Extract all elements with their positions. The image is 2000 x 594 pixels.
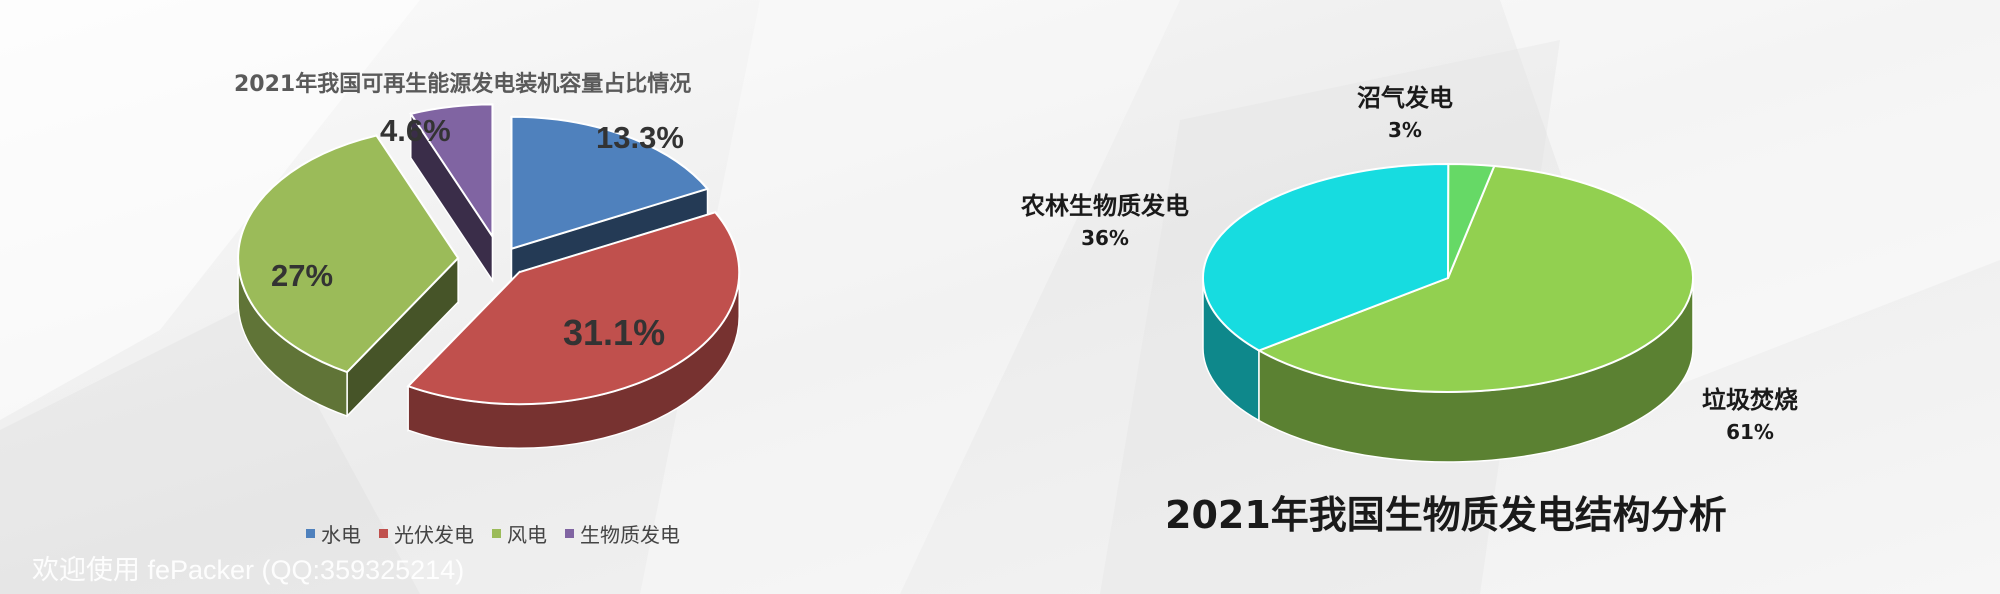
data-label-biomass: 4.6% — [380, 113, 451, 148]
legend-label-biomass: 生物质发电 — [580, 523, 680, 547]
renewable-capacity-pie — [237, 103, 741, 449]
legend-label-hydro: 水电 — [321, 523, 361, 547]
bg-facet — [0, 0, 420, 420]
slice-label-biogas: 沼气发电 3% — [1340, 82, 1470, 146]
legend-label-solar: 光伏发电 — [394, 523, 474, 547]
legend-label-wind: 风电 — [507, 523, 547, 547]
legend-swatch-hydro — [306, 529, 315, 538]
legend-renewable: 水电 光伏发电 风电 生物质发电 — [306, 519, 680, 548]
pie-slice-biomass — [409, 103, 494, 240]
slice-label-waste: 垃圾焚烧 61% — [1690, 384, 1810, 448]
slice-category-waste: 垃圾焚烧 — [1702, 386, 1798, 414]
pie-slice-wind — [237, 134, 460, 374]
legend-swatch-biomass — [565, 529, 574, 538]
legend-swatch-solar — [379, 529, 388, 538]
slice-category-agri-forestry: 农林生物质发电 — [1021, 192, 1189, 220]
bg-facet — [640, 0, 1180, 594]
legend-item-solar: 光伏发电 — [379, 519, 474, 548]
legend-item-wind: 风电 — [492, 519, 547, 548]
pie-slice-biogas — [1447, 162, 1496, 279]
watermark-text: 欢迎使用 fePacker (QQ:359325214) — [32, 555, 465, 585]
data-label-solar: 31.1% — [563, 312, 666, 353]
legend-item-hydro: 水电 — [306, 519, 361, 548]
slice-pct-waste: 61% — [1726, 420, 1774, 444]
slice-category-biogas: 沼气发电 — [1357, 84, 1453, 112]
legend-swatch-wind — [492, 529, 501, 538]
legend-item-biomass: 生物质发电 — [565, 519, 680, 548]
data-label-hydro: 13.3% — [596, 120, 684, 155]
pie-slice-solar — [406, 211, 741, 406]
pie-slice-hydro — [510, 115, 710, 251]
pie-slice-agri-forestry — [1202, 162, 1450, 352]
slice-pct-agri-forestry: 36% — [1081, 226, 1129, 250]
slice-label-agri-forestry: 农林生物质发电 36% — [1005, 190, 1205, 254]
bg-facet — [0, 300, 420, 594]
data-label-wind: 27% — [271, 258, 334, 293]
chart-title-biomass: 2021年我国生物质发电结构分析 — [1165, 493, 1727, 537]
slice-pct-biogas: 3% — [1388, 118, 1422, 142]
biomass-structure-pie — [1202, 162, 1694, 463]
chart-title-renewable: 2021年我国可再生能源发电装机容量占比情况 — [234, 72, 692, 97]
pie-slice-waste — [1256, 164, 1694, 393]
